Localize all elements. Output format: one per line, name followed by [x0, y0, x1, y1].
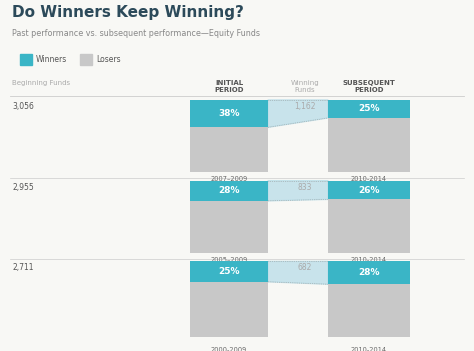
- Text: 38%: 38%: [218, 109, 240, 118]
- Polygon shape: [268, 100, 328, 127]
- Text: 1,162: 1,162: [294, 102, 316, 111]
- Text: 26%: 26%: [358, 186, 380, 194]
- Bar: [190, 282, 268, 343]
- Text: Past performance vs. subsequent performance—Equity Funds: Past performance vs. subsequent performa…: [12, 29, 260, 38]
- Text: INITIAL
PERIOD: INITIAL PERIOD: [214, 80, 244, 93]
- Bar: [328, 181, 410, 199]
- Bar: [328, 284, 410, 343]
- Text: 2000-2009: 2000-2009: [211, 347, 247, 351]
- Text: 2007–2009: 2007–2009: [210, 176, 247, 182]
- Polygon shape: [268, 181, 328, 201]
- Text: 28%: 28%: [218, 186, 240, 195]
- Text: 2010-2014: 2010-2014: [351, 176, 387, 182]
- Text: 682: 682: [298, 263, 312, 272]
- Polygon shape: [268, 261, 328, 284]
- Bar: [328, 118, 410, 172]
- Bar: [190, 100, 268, 127]
- Text: Losers: Losers: [96, 55, 120, 64]
- Text: SUBSEQUENT
PERIOD: SUBSEQUENT PERIOD: [343, 80, 395, 93]
- Bar: [328, 199, 410, 253]
- Text: 2010-2014: 2010-2014: [351, 257, 387, 263]
- Bar: [20, 54, 32, 65]
- Text: 2,955: 2,955: [12, 183, 34, 192]
- Text: 25%: 25%: [358, 105, 380, 113]
- Bar: [190, 261, 268, 282]
- Text: 2010-2014: 2010-2014: [351, 347, 387, 351]
- Bar: [328, 261, 410, 284]
- Text: 3,056: 3,056: [12, 102, 34, 111]
- Bar: [190, 127, 268, 172]
- Text: Winning
Funds: Winning Funds: [291, 80, 319, 93]
- Bar: [328, 100, 410, 118]
- Text: Beginning Funds: Beginning Funds: [12, 80, 70, 86]
- Bar: [190, 181, 268, 201]
- Text: 833: 833: [298, 183, 312, 192]
- Bar: [80, 54, 92, 65]
- Text: 25%: 25%: [218, 267, 240, 276]
- Text: Do Winners Keep Winning?: Do Winners Keep Winning?: [12, 5, 244, 20]
- Bar: [190, 201, 268, 253]
- Text: 28%: 28%: [358, 268, 380, 277]
- Text: Winners: Winners: [36, 55, 67, 64]
- Text: 2005–2009: 2005–2009: [210, 257, 247, 263]
- Text: 2,711: 2,711: [12, 263, 34, 272]
